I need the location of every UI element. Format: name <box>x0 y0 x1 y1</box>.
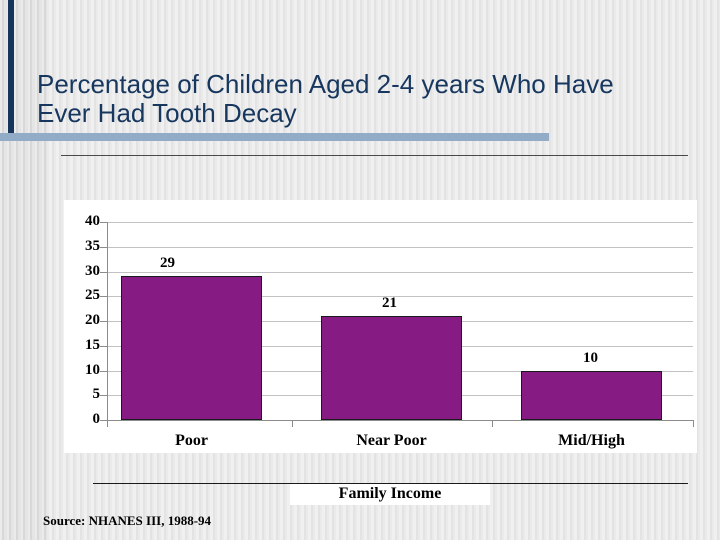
y-axis-tick-label: 35 <box>85 237 100 254</box>
bar-value-label: 29 <box>160 255 175 272</box>
left-accent-strip <box>8 0 14 141</box>
y-axis-line <box>107 222 108 420</box>
y-gridline <box>107 271 693 273</box>
bar-mid-high <box>521 370 662 420</box>
y-tickmark <box>100 370 107 372</box>
xaxis-title-rule <box>93 483 688 484</box>
bar-value-label: 21 <box>382 295 397 312</box>
x-tickmark <box>491 420 493 427</box>
source-note: Source: NHANES III, 1988-94 <box>43 513 212 528</box>
chart-panel: 0 5 10 15 20 25 30 35 40 29 Poor 21 Near Poor 10 Mid/H… <box>64 200 697 453</box>
y-axis-tick-label: 20 <box>85 312 100 328</box>
bar-value-label: 10 <box>583 349 598 366</box>
bar-near-poor <box>321 316 462 420</box>
x-axis-line <box>107 420 694 421</box>
y-tickmark <box>100 222 107 223</box>
y-axis-tick-label: 0 <box>92 411 101 427</box>
bar-poor <box>121 276 262 420</box>
y-tickmark <box>100 296 107 298</box>
x-tickmark <box>107 420 108 427</box>
y-gridline <box>107 296 693 298</box>
y-tickmark <box>100 271 107 273</box>
slide-title-line2: Ever Had Tooth Decay <box>37 98 297 128</box>
y-tickmark <box>100 246 107 248</box>
xaxis-title: Family Income <box>290 484 490 505</box>
x-tickmark <box>693 420 694 427</box>
slide-title: Percentage of Children Aged 2-4 years Wh… <box>37 70 677 128</box>
y-axis-tick-label: 30 <box>85 262 100 279</box>
y-tickmark <box>100 420 107 421</box>
y-axis-tick-label: 5 <box>92 386 101 403</box>
background-pinstripes-left-band <box>0 0 46 540</box>
category-label: Near Poor <box>356 432 427 449</box>
y-tickmark <box>100 321 107 322</box>
y-tickmark <box>100 345 107 347</box>
y-axis-tick-label: 10 <box>85 361 100 378</box>
y-gridline <box>107 222 693 223</box>
chart-plot-area: 0 5 10 15 20 25 30 35 40 29 Poor 21 Near Poor 10 Mid/H… <box>64 200 697 453</box>
title-rule-line <box>61 155 688 156</box>
slide-title-line1: Percentage of Children Aged 2-4 years Wh… <box>37 69 614 99</box>
category-label: Mid/High <box>558 432 625 449</box>
category-label: Poor <box>175 432 208 449</box>
y-axis-tick-label: 25 <box>85 287 100 304</box>
y-gridline <box>107 246 693 248</box>
title-accent-underline-bar <box>0 133 549 141</box>
y-axis-tick-label: 40 <box>85 213 100 229</box>
y-tickmark <box>100 395 107 397</box>
x-tickmark <box>291 420 293 427</box>
y-axis-tick-label: 15 <box>85 336 100 353</box>
